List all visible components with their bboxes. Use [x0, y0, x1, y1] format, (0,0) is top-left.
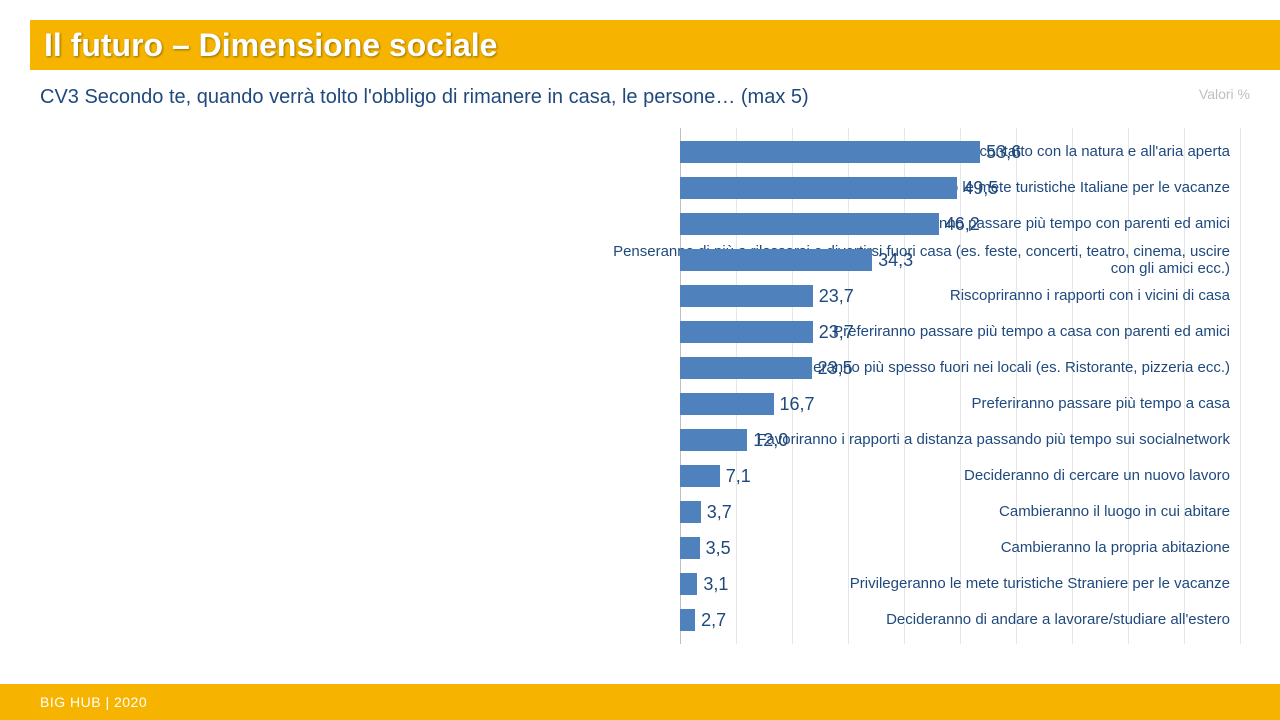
bar [680, 141, 980, 163]
value-label: 16,7 [780, 394, 815, 415]
bar [680, 357, 812, 379]
bar-wrap: 16,7 [680, 393, 815, 415]
bar-wrap: 12,0 [680, 429, 788, 451]
value-label: 7,1 [726, 466, 751, 487]
footer-bar: BIG HUB | 2020 [0, 684, 1280, 720]
value-label: 3,1 [703, 574, 728, 595]
slide: Il futuro – Dimensione sociale CV3 Secon… [0, 0, 1280, 720]
bar [680, 213, 939, 235]
chart-row: Privilegeranno le mete turistiche Strani… [40, 566, 1240, 602]
value-label: 3,5 [706, 538, 731, 559]
bar [680, 429, 747, 451]
value-label: 23,7 [819, 322, 854, 343]
value-label: 49,5 [963, 178, 998, 199]
chart-row: Andranno maggiormente alla ricerca del c… [40, 134, 1240, 170]
bar-wrap: 53,6 [680, 141, 1021, 163]
bar [680, 501, 701, 523]
bar-wrap: 3,7 [680, 501, 732, 523]
value-label: 3,7 [707, 502, 732, 523]
bar-wrap: 3,1 [680, 573, 728, 595]
chart-row: Preferiranno passare più tempo a casa16,… [40, 386, 1240, 422]
chart-row: Privilegeranno le mete turistiche Italia… [40, 170, 1240, 206]
question-text: CV3 Secondo te, quando verrà tolto l'obb… [40, 86, 809, 109]
bar [680, 537, 700, 559]
value-label: 46,2 [945, 214, 980, 235]
value-label: 53,6 [986, 142, 1021, 163]
title-bar: Il futuro – Dimensione sociale [30, 20, 1280, 70]
bar-wrap: 23,7 [680, 321, 854, 343]
chart-row: Riscopriranno i rapporti con i vicini di… [40, 278, 1240, 314]
value-label: 23,7 [819, 286, 854, 307]
bar-wrap: 7,1 [680, 465, 751, 487]
bar [680, 249, 872, 271]
bar-wrap: 3,5 [680, 537, 731, 559]
value-label: 23,5 [818, 358, 853, 379]
footer-text: BIG HUB | 2020 [40, 694, 147, 710]
bar-wrap: 23,7 [680, 285, 854, 307]
bar-wrap: 46,2 [680, 213, 980, 235]
bar [680, 465, 720, 487]
bar [680, 573, 697, 595]
chart-row: Preferiranno passare più tempo a casa co… [40, 314, 1240, 350]
chart-row: Mangeranno più spesso fuori nei locali (… [40, 350, 1240, 386]
bar [680, 393, 774, 415]
bar [680, 321, 813, 343]
bar-wrap: 34,3 [680, 249, 913, 271]
chart-row: Cambieranno il luogo in cui abitare3,7 [40, 494, 1240, 530]
bar-wrap: 49,5 [680, 177, 998, 199]
chart-row: Preferiranno passare più tempo con paren… [40, 206, 1240, 242]
bar [680, 285, 813, 307]
chart-row: Decideranno di cercare un nuovo lavoro7,… [40, 458, 1240, 494]
bar [680, 177, 957, 199]
bar [680, 609, 695, 631]
bar-wrap: 2,7 [680, 609, 726, 631]
value-label: 12,0 [753, 430, 788, 451]
chart-row: Cambieranno la propria abitazione3,5 [40, 530, 1240, 566]
bar-chart: Andranno maggiormente alla ricerca del c… [40, 128, 1240, 648]
chart-row: Decideranno di andare a lavorare/studiar… [40, 602, 1240, 638]
chart-row: Penseranno di più a rilassarsi e diverti… [40, 242, 1240, 278]
page-title: Il futuro – Dimensione sociale [44, 27, 497, 64]
value-label: 2,7 [701, 610, 726, 631]
value-label: 34,3 [878, 250, 913, 271]
values-unit-note: Valori % [1199, 86, 1250, 102]
bar-wrap: 23,5 [680, 357, 853, 379]
chart-plot: Andranno maggiormente alla ricerca del c… [40, 128, 1240, 644]
grid-line [1240, 128, 1241, 644]
chart-row: Favoriranno i rapporti a distanza passan… [40, 422, 1240, 458]
